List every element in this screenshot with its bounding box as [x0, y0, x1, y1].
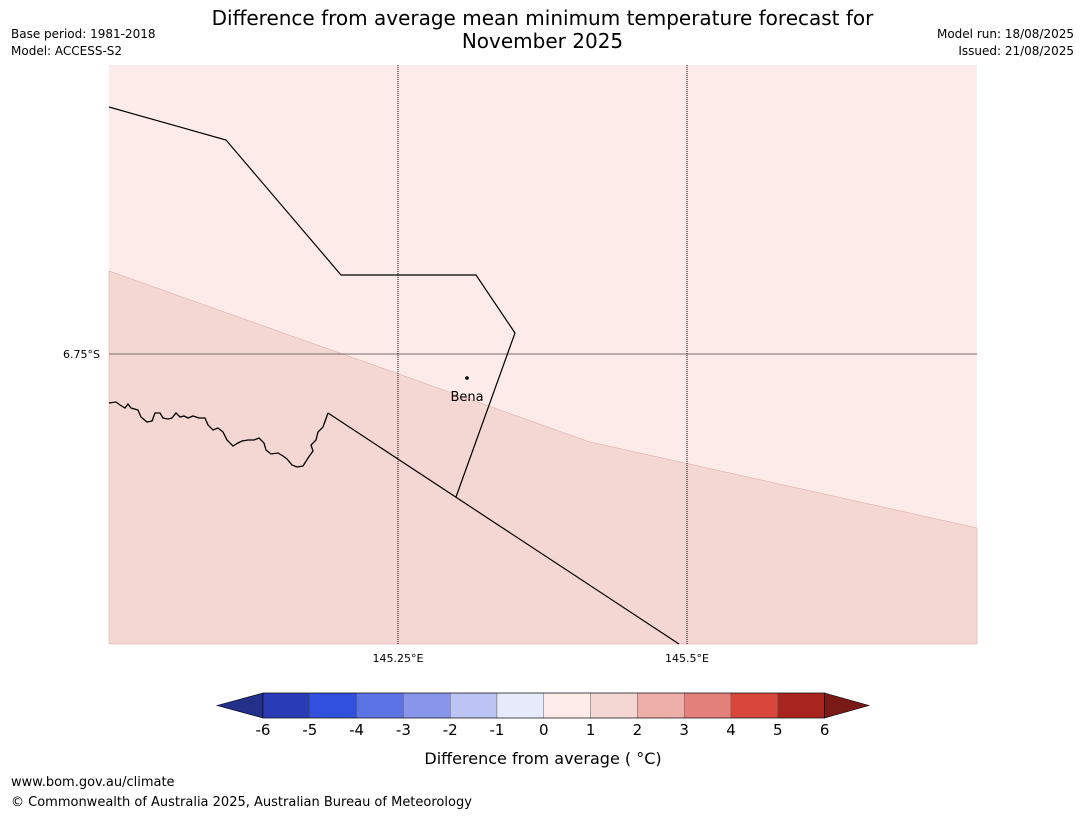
colorbar-tick-label: 3: [679, 721, 689, 739]
metadata-left: Base period: 1981-2018 Model: ACCESS-S2: [11, 26, 156, 60]
colorbar-swatch: [309, 692, 357, 719]
longitude-label-145-25: 145.25°E: [373, 652, 424, 665]
colorbar-tick-label: 1: [586, 721, 596, 739]
colorbar-tick-label: -1: [490, 721, 505, 739]
colorbar-swatch: [543, 692, 591, 719]
colorbar-tick-label: 0: [539, 721, 549, 739]
colorbar-swatch: [730, 692, 778, 719]
town-marker: [465, 376, 469, 380]
colorbar-swatch: [684, 692, 732, 719]
footer-url: www.bom.gov.au/climate: [11, 775, 175, 790]
base-period-label: Base period: 1981-2018: [11, 27, 156, 41]
colorbar-tick-label: 5: [773, 721, 783, 739]
colorbar-swatch: [496, 692, 544, 719]
colorbar-tick-label: 6: [820, 721, 830, 739]
colorbar-arrow-high: [824, 692, 871, 719]
district-boundary: [108, 106, 516, 498]
colorbar-tick-label: -5: [302, 721, 317, 739]
colorbar-tick-label: -4: [349, 721, 364, 739]
colorbar-title: Difference from average ( °C): [424, 749, 661, 768]
colorbar-swatch: [403, 692, 451, 719]
footer-copyright: © Commonwealth of Australia 2025, Austra…: [11, 795, 472, 810]
colorbar-tick-label: -2: [443, 721, 458, 739]
colorbar-outline: [262, 692, 825, 719]
province-boundary: [327, 412, 680, 645]
colorbar-tick-label: -3: [396, 721, 411, 739]
colorbar-arrow-low: [215, 692, 264, 719]
colorbar-swatch: [777, 692, 825, 719]
map-title: Difference from average mean minimum tem…: [150, 7, 935, 53]
model-run-label: Model run: 18/08/2025: [936, 27, 1074, 41]
colorbar-swatch: [590, 692, 638, 719]
town-label: Bena: [450, 390, 483, 405]
title-line-1: Difference from average mean minimum tem…: [211, 6, 874, 30]
colorbar-swatch: [356, 692, 404, 719]
colorbar-swatch: [262, 692, 310, 719]
longitude-label-145-5: 145.5°E: [665, 652, 709, 665]
colorbar-tick-label: 2: [633, 721, 643, 739]
metadata-right: Model run: 18/08/2025 Issued: 21/08/2025: [937, 26, 1074, 60]
model-label: Model: ACCESS-S2: [11, 44, 123, 58]
issued-label: Issued: 21/08/2025: [958, 44, 1074, 58]
colorbar-legend: -6 -5 -4 -3 -2 -1 0 1 2 3 4 5 6 Difference from aver…: [215, 692, 871, 768]
title-line-2: November 2025: [461, 29, 624, 53]
colorbar-tick-label: 4: [726, 721, 736, 739]
coastline: [108, 401, 329, 468]
colorbar-tick-label: -6: [256, 721, 271, 739]
colorbar-swatch: [450, 692, 498, 719]
colorbar-swatch: [637, 692, 685, 719]
anomaly-region-1-to-2: [108, 270, 978, 645]
colorbar-ticks: -6 -5 -4 -3 -2 -1 0 1 2 3 4 5 6: [256, 721, 830, 739]
latitude-label: 6.75°S: [63, 348, 100, 361]
colorbar-boxes: [215, 692, 871, 719]
